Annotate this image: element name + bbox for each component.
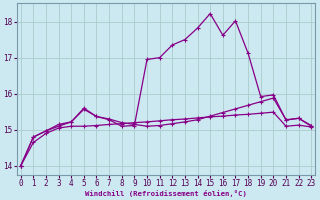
X-axis label: Windchill (Refroidissement éolien,°C): Windchill (Refroidissement éolien,°C) <box>85 190 247 197</box>
